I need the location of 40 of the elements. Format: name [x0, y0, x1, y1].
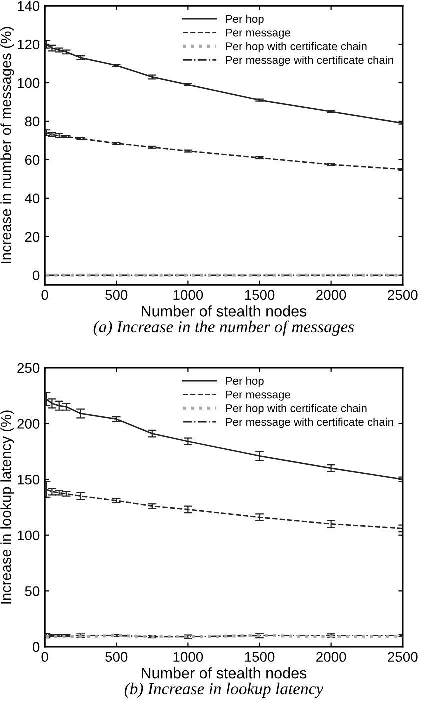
legend-label: Per hop: [226, 14, 264, 26]
y-tick-label: 100: [18, 78, 40, 88]
x-tick-label: 2500: [388, 652, 418, 662]
y-tick-label: 60: [25, 155, 40, 166]
y-tick-label: 40: [25, 194, 40, 204]
y-tick-label: 80: [25, 116, 40, 127]
legend-label: Per message: [226, 390, 290, 401]
legend-label: Per hop with certificate chain: [226, 42, 367, 53]
x-tick-label: 500: [106, 290, 128, 300]
text: (b) Increase in lookup latency: [124, 682, 324, 698]
legend-label: Per message with certificate chain: [226, 56, 394, 66]
x-tick-label: 0: [42, 652, 48, 662]
y-tick-label: 50: [25, 586, 40, 596]
x-axis-title: Number of stealth nodes: [142, 306, 307, 317]
y-tick-label: 120: [18, 40, 40, 50]
x-tick-label: 1500: [245, 652, 275, 662]
legend-label: Per message with certificate chain: [226, 418, 394, 428]
x-tick-label: 1000: [174, 290, 204, 300]
x-tick-label: 2000: [316, 652, 346, 662]
y-axis-title: Increase in lookup latency (%): [0, 410, 14, 604]
x-tick-label: 2000: [316, 290, 346, 300]
y-tick-label: 140: [18, 1, 40, 12]
y-tick-label: 100: [18, 530, 40, 541]
y-tick-label: 0: [33, 270, 40, 281]
legend-label: Per message: [226, 29, 290, 39]
x-tick-label: 2500: [388, 290, 418, 300]
y-axis-title: Increase in number of messages (%): [0, 27, 14, 264]
y-tick-label: 0: [33, 642, 40, 652]
x-tick-label: 1500: [245, 290, 275, 300]
x-tick-label: 0: [42, 290, 48, 300]
legend-label: Per hop: [226, 376, 264, 388]
x-tick-label: 1000: [174, 652, 204, 662]
text: (a) Increase in the number of messages: [94, 320, 354, 336]
y-tick-label: 150: [18, 474, 40, 485]
y-tick-label: 200: [18, 419, 40, 429]
legend-label: Per hop with certificate chain: [226, 404, 367, 415]
y-tick-label: 20: [25, 232, 40, 242]
y-tick-label: 250: [18, 363, 40, 374]
x-tick-label: 500: [106, 652, 128, 662]
x-axis-title: Number of stealth nodes: [142, 668, 307, 679]
